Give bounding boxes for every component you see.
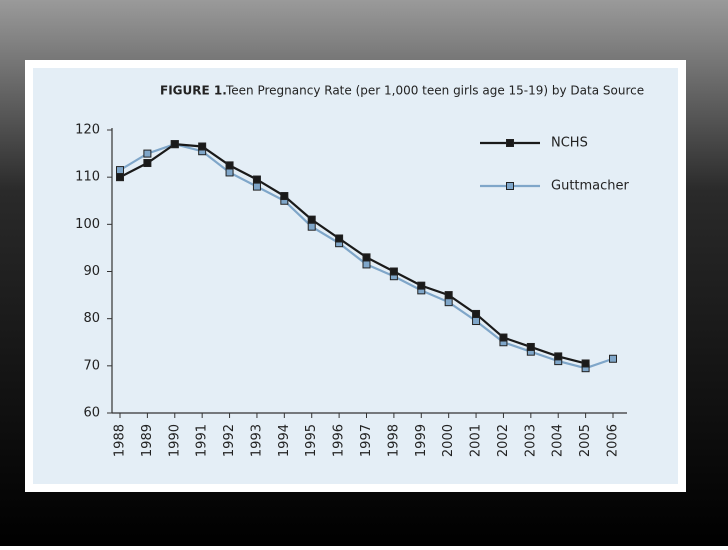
x-tick-label: 2005 — [578, 424, 593, 457]
x-tick-label: 1993 — [249, 424, 264, 457]
x-tick-label: 1998 — [386, 424, 401, 457]
point-marker — [198, 142, 207, 151]
point-marker — [444, 291, 453, 300]
point-marker — [554, 352, 563, 361]
x-tick-label: 2001 — [469, 424, 484, 457]
figure-label: FIGURE 1. — [160, 84, 227, 98]
chart-title: Teen Pregnancy Rate (per 1,000 teen girl… — [225, 84, 644, 98]
x-tick-label: 1995 — [304, 424, 319, 457]
point-marker — [581, 359, 590, 368]
point-marker — [143, 159, 152, 168]
y-tick-label: 100 — [75, 217, 100, 232]
point-marker — [472, 309, 481, 318]
point-marker — [335, 234, 344, 243]
point-marker — [499, 333, 508, 342]
point-marker — [307, 215, 316, 224]
point-marker — [116, 166, 124, 175]
point-marker — [417, 281, 426, 290]
point-marker — [609, 354, 617, 363]
x-tick-label: 2004 — [551, 424, 566, 457]
x-tick-label: 1989 — [140, 424, 155, 457]
point-marker — [526, 342, 535, 351]
legend-label: NCHS — [551, 136, 588, 151]
x-tick-label: 1992 — [222, 424, 237, 457]
point-marker — [143, 149, 152, 158]
x-tick-label: 1996 — [332, 424, 347, 457]
y-tick-label: 120 — [75, 123, 100, 138]
legend-marker — [506, 182, 514, 190]
point-marker — [170, 140, 179, 149]
point-marker — [225, 161, 234, 170]
legend-marker — [506, 139, 514, 147]
x-tick-label: 1988 — [113, 424, 128, 457]
point-marker — [444, 298, 453, 307]
point-marker — [280, 192, 289, 201]
point-marker — [389, 267, 398, 276]
x-tick-label: 2002 — [496, 424, 511, 457]
y-tick-label: 110 — [75, 170, 100, 185]
x-tick-label: 1994 — [277, 424, 292, 457]
x-tick-label: 1991 — [195, 424, 210, 457]
point-marker — [307, 222, 316, 231]
point-marker — [252, 175, 261, 184]
legend-label: Guttmacher — [551, 179, 630, 194]
y-tick-label: 80 — [83, 311, 100, 326]
point-marker — [362, 253, 371, 262]
x-tick-label: 1990 — [167, 424, 182, 457]
point-marker — [472, 317, 481, 326]
point-marker — [225, 168, 234, 177]
y-tick-label: 90 — [83, 264, 100, 279]
x-tick-label: 2003 — [523, 424, 538, 457]
series-line — [119, 143, 586, 365]
x-tick-label: 2006 — [606, 424, 621, 457]
y-tick-label: 60 — [83, 406, 100, 421]
x-tick-label: 1999 — [414, 424, 429, 457]
x-tick-label: 2000 — [441, 424, 456, 457]
point-marker — [362, 260, 371, 269]
x-tick-label: 1997 — [359, 424, 374, 457]
point-marker — [116, 173, 124, 182]
plot-background — [33, 68, 678, 484]
y-tick-label: 70 — [83, 358, 100, 373]
point-marker — [252, 182, 261, 191]
